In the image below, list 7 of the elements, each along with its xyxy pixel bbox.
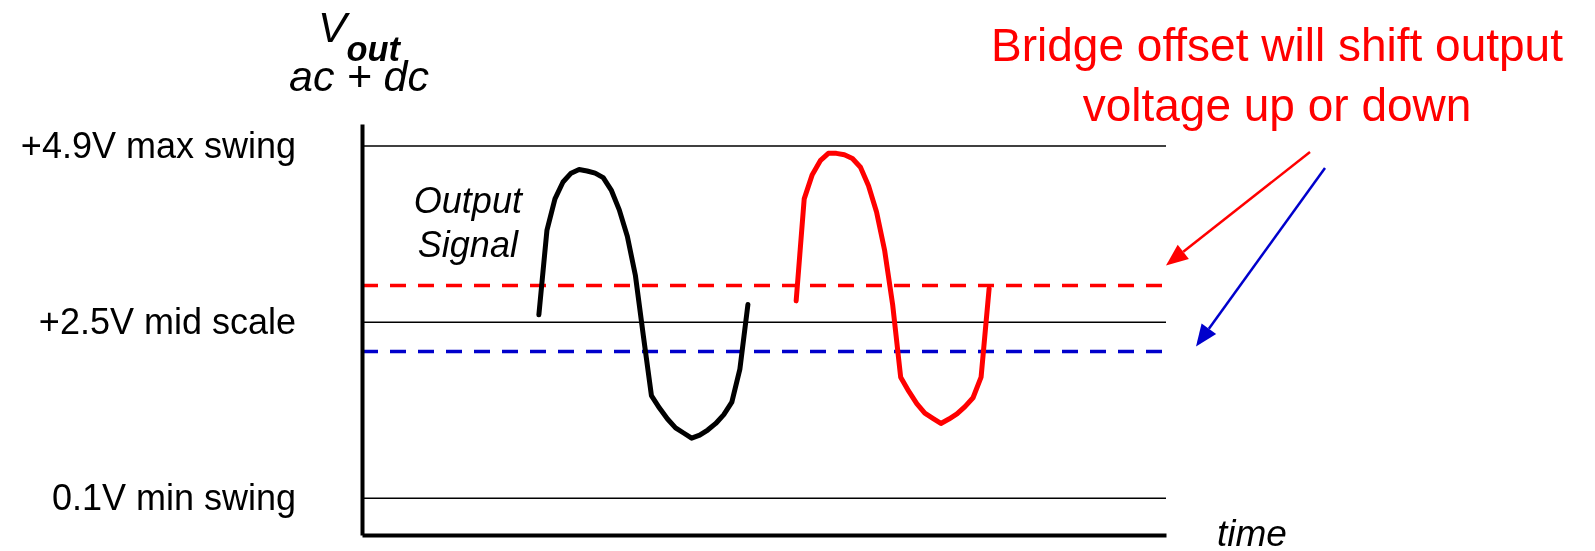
annotation: Bridge offset will shift output voltage up or down	[991, 19, 1564, 131]
y-tick-label: +4.9V max swing	[20, 125, 296, 167]
y-axis-title: V$_{out}$ ac + dc	[289, 3, 430, 100]
y-tick-label: +2.5V mid scale	[38, 301, 296, 343]
x-axis-title: time	[1217, 513, 1287, 551]
series-label: Output Signal	[413, 179, 524, 265]
y-tick-label: 0.1V min swing	[51, 477, 296, 519]
